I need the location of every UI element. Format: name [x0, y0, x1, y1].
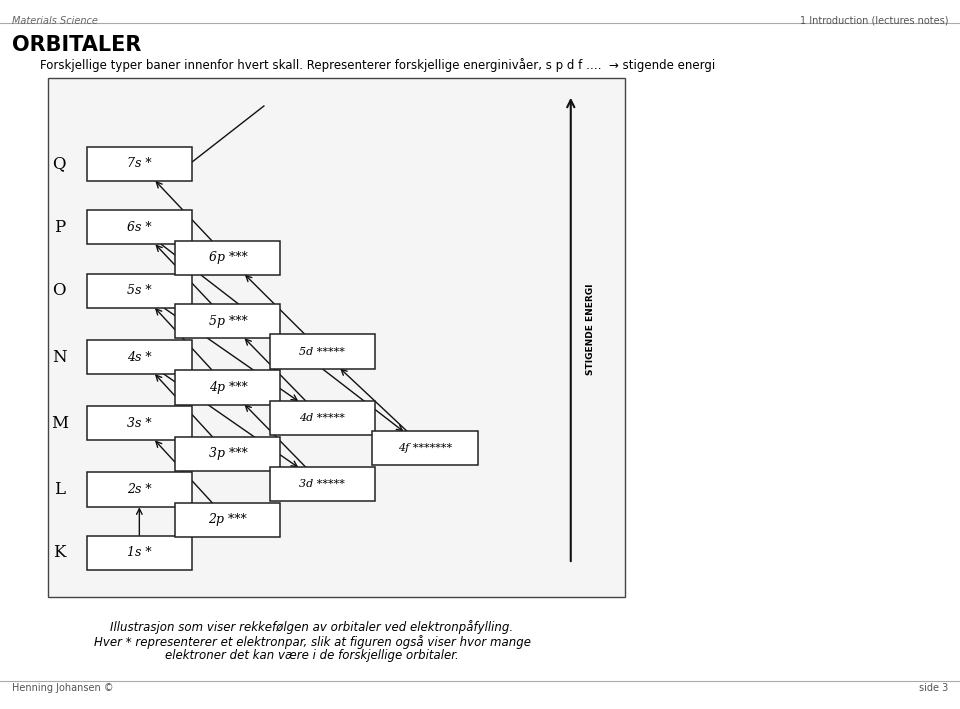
Text: 5p ***: 5p ***	[208, 315, 248, 328]
Text: ORBITALER: ORBITALER	[12, 35, 141, 55]
Text: 4p ***: 4p ***	[208, 381, 248, 394]
Text: K: K	[53, 545, 65, 562]
FancyBboxPatch shape	[176, 370, 280, 405]
Text: elektroner det kan være i de forskjellige orbitaler.: elektroner det kan være i de forskjellig…	[165, 649, 459, 661]
Text: 6p ***: 6p ***	[208, 251, 248, 264]
FancyBboxPatch shape	[86, 211, 192, 245]
Text: 2s *: 2s *	[127, 483, 152, 496]
FancyBboxPatch shape	[372, 431, 478, 465]
Text: 4d *****: 4d *****	[300, 413, 346, 423]
Text: 6s *: 6s *	[127, 221, 152, 234]
Text: M: M	[51, 415, 68, 432]
FancyBboxPatch shape	[176, 304, 280, 338]
FancyBboxPatch shape	[270, 467, 374, 501]
Text: N: N	[52, 349, 66, 366]
Text: 3p ***: 3p ***	[208, 447, 248, 460]
FancyBboxPatch shape	[176, 240, 280, 275]
Text: 5s *: 5s *	[127, 284, 152, 297]
FancyBboxPatch shape	[86, 340, 192, 374]
Text: Q: Q	[53, 155, 66, 172]
FancyBboxPatch shape	[86, 536, 192, 570]
FancyBboxPatch shape	[86, 406, 192, 440]
Text: 4f *******: 4f *******	[398, 443, 452, 453]
FancyBboxPatch shape	[270, 335, 374, 369]
Text: STIGENDE ENERGI: STIGENDE ENERGI	[587, 284, 595, 375]
Text: P: P	[54, 219, 65, 236]
Text: 4s *: 4s *	[127, 350, 152, 364]
FancyBboxPatch shape	[176, 503, 280, 537]
Text: 1s *: 1s *	[127, 547, 152, 559]
FancyBboxPatch shape	[86, 472, 192, 507]
FancyBboxPatch shape	[176, 437, 280, 471]
Text: Forskjellige typer baner innenfor hvert skall. Representerer forskjellige energi: Forskjellige typer baner innenfor hvert …	[40, 58, 715, 72]
Text: Hver * representerer et elektronpar, slik at figuren også viser hvor mange: Hver * representerer et elektronpar, sli…	[93, 635, 531, 649]
Text: Materials Science: Materials Science	[12, 16, 97, 26]
Text: 2p ***: 2p ***	[208, 513, 248, 526]
Text: L: L	[54, 481, 65, 498]
Text: Illustrasjon som viser rekkefølgen av orbitaler ved elektronpåfylling.: Illustrasjon som viser rekkefølgen av or…	[110, 620, 514, 635]
Text: O: O	[53, 282, 66, 299]
Text: 1 Introduction (lectures notes): 1 Introduction (lectures notes)	[800, 16, 948, 26]
FancyBboxPatch shape	[270, 401, 374, 435]
Text: Henning Johansen ©: Henning Johansen ©	[12, 683, 113, 693]
Text: side 3: side 3	[920, 683, 948, 693]
Text: 3d *****: 3d *****	[300, 479, 346, 489]
FancyBboxPatch shape	[86, 274, 192, 308]
Text: 7s *: 7s *	[127, 157, 152, 170]
Text: 5d *****: 5d *****	[300, 347, 346, 357]
Text: 3s *: 3s *	[127, 417, 152, 430]
FancyBboxPatch shape	[86, 147, 192, 181]
